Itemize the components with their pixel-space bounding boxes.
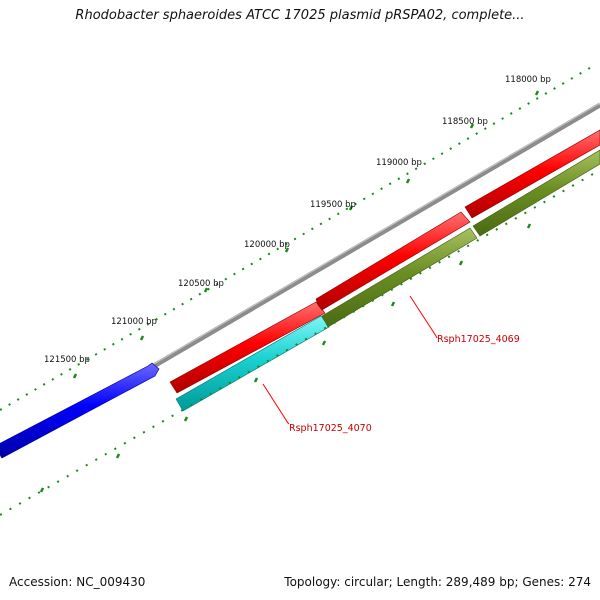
ruler-label: 119500 bp: [310, 200, 356, 210]
summary-text: Topology: circular; Length: 289,489 bp; …: [284, 575, 591, 589]
ruler-label: 118500 bp: [442, 117, 488, 127]
gene-Rsph17025_4069[interactable]: [315, 211, 471, 311]
gene-Rsph17025_4070[interactable]: [175, 315, 330, 412]
ruler-label: 121500 bp: [44, 355, 90, 365]
outer-ruler: [0, 64, 596, 411]
gene-label-Rsph17025_4069[interactable]: Rsph17025_4069: [437, 334, 520, 345]
ruler-label: 120500 bp: [178, 279, 224, 289]
blue-feature[interactable]: [0, 362, 160, 459]
ruler-label: 119000 bp: [376, 158, 422, 168]
ruler-label: 118000 bp: [505, 75, 551, 85]
inner-ruler: [0, 169, 600, 516]
gene-label-leader: [409, 295, 438, 339]
gene-label-leader: [262, 383, 290, 425]
gene-label-Rsph17025_4070[interactable]: Rsph17025_4070: [289, 423, 372, 434]
accession-text: Accession: NC_009430: [9, 575, 146, 589]
ruler-label: 120000 bp: [244, 240, 290, 250]
map-title: Rhodobacter sphaeroides ATCC 17025 plasm…: [75, 8, 525, 23]
red-feature-segment[interactable]: [464, 129, 600, 219]
olive-feature[interactable]: [321, 227, 478, 328]
red-feature-segment[interactable]: [169, 301, 326, 394]
olive-feature[interactable]: [472, 149, 600, 237]
ruler-label: 121000 bp: [111, 317, 157, 327]
